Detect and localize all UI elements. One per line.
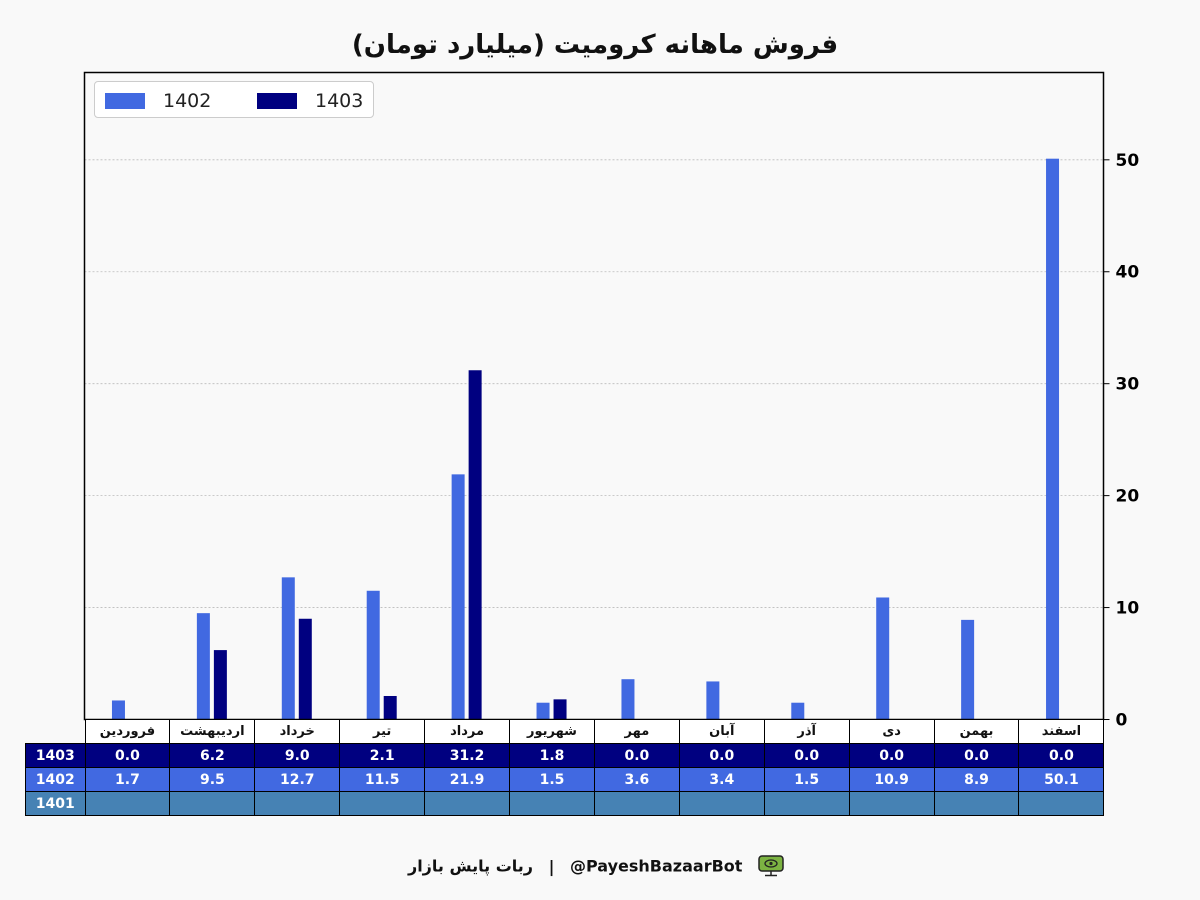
y-tick-label: 20 bbox=[1116, 487, 1140, 507]
legend-swatch-1402 bbox=[105, 93, 145, 109]
bar-1403-6 bbox=[553, 699, 567, 720]
table-cell bbox=[848, 791, 935, 816]
legend: 1402 1403 bbox=[94, 81, 374, 118]
y-axis: 0 10 20 30 40 50 bbox=[1103, 151, 1140, 731]
table-cell bbox=[678, 791, 765, 816]
bar-1402-8 bbox=[706, 681, 720, 720]
y-tick-label: 40 bbox=[1116, 263, 1140, 283]
month-header: بهمن bbox=[933, 719, 1020, 744]
bar-1402-3 bbox=[281, 577, 295, 720]
table-cell bbox=[509, 791, 595, 816]
bar-1403-2 bbox=[213, 650, 227, 720]
table-row-1403: 1403 0.0 6.2 9.0 2.1 31.2 1.8 0.0 0.0 0.0 0.0 0.0 0.… bbox=[25, 743, 1105, 768]
table-cell bbox=[763, 791, 850, 816]
month-header: فروردین bbox=[84, 719, 171, 744]
table-cell: 3.4 bbox=[678, 767, 765, 792]
table-cell: 8.9 bbox=[933, 767, 1020, 792]
footer: ربات پایش بازار | @PayeshBazaarBot bbox=[0, 855, 1200, 877]
table-cell: 1.5 bbox=[763, 767, 850, 792]
bar-1403-5 bbox=[468, 370, 482, 720]
bar-1403-4 bbox=[383, 695, 397, 720]
table-cell bbox=[339, 791, 426, 816]
table-cell: 0.0 bbox=[1018, 743, 1105, 768]
table-cell: 12.7 bbox=[254, 767, 341, 792]
month-header: تیر bbox=[339, 719, 426, 744]
table-cell: 2.1 bbox=[339, 743, 426, 768]
month-header: اردیبهشت bbox=[169, 719, 256, 744]
bar-1402-9 bbox=[791, 702, 805, 720]
table-cell: 31.2 bbox=[424, 743, 511, 768]
table-cell bbox=[84, 791, 171, 816]
gridlines bbox=[84, 159, 1104, 608]
legend-item-1402: 1402 bbox=[105, 90, 211, 112]
table-cell: 10.9 bbox=[848, 767, 935, 792]
legend-swatch-1403 bbox=[257, 93, 297, 109]
table-cell: 0.0 bbox=[933, 743, 1020, 768]
table-cell: 3.6 bbox=[593, 767, 680, 792]
table-cell: 50.1 bbox=[1018, 767, 1105, 792]
table-cell: 0.0 bbox=[848, 743, 935, 768]
month-header: اسفند bbox=[1018, 719, 1105, 744]
table-cell: 0.0 bbox=[678, 743, 765, 768]
table-cell: 0.0 bbox=[593, 743, 680, 768]
row-label-1402: 1402 bbox=[25, 767, 86, 792]
table-cell: 9.0 bbox=[254, 743, 341, 768]
month-header: دی bbox=[848, 719, 935, 744]
table-cell: 1.8 bbox=[509, 743, 595, 768]
bot-name: ربات پایش بازار bbox=[407, 856, 533, 876]
y-tick-label: 0 bbox=[1116, 711, 1128, 731]
bar-1402-11 bbox=[961, 619, 975, 720]
bar-1402-6 bbox=[536, 702, 550, 720]
table-cell bbox=[254, 791, 341, 816]
table-cell bbox=[933, 791, 1020, 816]
bot-handle[interactable]: @PayeshBazaarBot bbox=[570, 856, 743, 876]
row-label-1401: 1401 bbox=[25, 791, 86, 816]
legend-label-1402: 1402 bbox=[163, 90, 212, 112]
table-cell: 9.5 bbox=[169, 767, 256, 792]
table-row-1401: 1401 bbox=[25, 791, 1105, 816]
plot-frame bbox=[83, 71, 1105, 721]
footer-separator: | bbox=[548, 856, 555, 876]
bar-1402-7 bbox=[621, 679, 635, 720]
bar-1403-3 bbox=[298, 618, 312, 720]
month-header: آبان bbox=[678, 719, 765, 744]
bar-1402-1 bbox=[111, 700, 125, 720]
chart-title: فروش ماهانه کرومیت (میلیارد تومان) bbox=[351, 30, 839, 60]
bar-1402-2 bbox=[196, 613, 210, 720]
table-cell bbox=[424, 791, 511, 816]
table-cell: 21.9 bbox=[424, 767, 511, 792]
table-cell: 0.0 bbox=[763, 743, 850, 768]
table-cell: 6.2 bbox=[169, 743, 256, 768]
month-header: خرداد bbox=[254, 719, 341, 744]
y-tick-label: 50 bbox=[1116, 151, 1140, 171]
data-table: فروردین اردیبهشت خرداد تیر مرداد شهریور مهر آبا… bbox=[25, 719, 1105, 816]
bar-1402-4 bbox=[366, 590, 380, 720]
bar-1402-5 bbox=[451, 474, 465, 720]
table-cell bbox=[169, 791, 256, 816]
legend-item-1403: 1403 bbox=[257, 90, 363, 112]
y-tick-label: 30 bbox=[1116, 375, 1140, 395]
bars bbox=[111, 158, 1060, 720]
table-row-1402: 1402 1.7 9.5 12.7 11.5 21.9 1.5 3.6 3.4 1.5 10.9 8.… bbox=[25, 767, 1105, 792]
table-cell bbox=[593, 791, 680, 816]
month-header: مرداد bbox=[424, 719, 511, 744]
table-cell: 1.7 bbox=[84, 767, 171, 792]
bar-1402-12 bbox=[1046, 158, 1060, 720]
row-label-1403: 1403 bbox=[25, 743, 86, 768]
table-corner bbox=[26, 720, 86, 744]
legend-label-1403: 1403 bbox=[315, 90, 364, 112]
month-header: شهریور bbox=[509, 719, 595, 744]
table-cell: 11.5 bbox=[339, 767, 426, 792]
monitor-eye-icon bbox=[758, 855, 784, 877]
bar-1402-10 bbox=[876, 597, 890, 720]
table-cell: 0.0 bbox=[84, 743, 171, 768]
table-cell: 1.5 bbox=[509, 767, 595, 792]
month-header: آذر bbox=[763, 719, 850, 744]
table-cell bbox=[1018, 791, 1105, 816]
y-tick-label: 10 bbox=[1116, 599, 1140, 619]
month-header: مهر bbox=[593, 719, 680, 744]
